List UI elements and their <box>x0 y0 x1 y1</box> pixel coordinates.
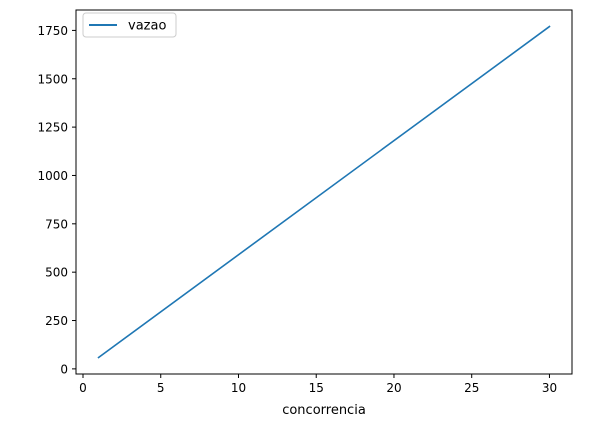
x-axis-label: concorrencia <box>282 403 366 418</box>
series-line-vazao <box>97 25 551 359</box>
y-tick-label: 750 <box>45 217 68 231</box>
x-tick-label: 5 <box>157 381 165 395</box>
plot-frame <box>75 9 573 375</box>
y-tick-label: 0 <box>60 362 68 376</box>
legend: vazao <box>82 12 177 38</box>
x-tick-label: 15 <box>309 381 324 395</box>
legend-frame <box>82 12 177 38</box>
y-tick-label: 500 <box>45 266 68 280</box>
y-axis-ticks: 0 250 500 750 1000 1250 1500 1750 <box>37 24 76 376</box>
y-tick-label: 1500 <box>37 72 68 86</box>
x-tick-label: 10 <box>231 381 246 395</box>
legend-label-vazao: vazao <box>128 19 166 34</box>
x-axis-ticks: 0 5 10 15 20 25 30 <box>79 374 557 395</box>
y-tick-label: 250 <box>45 314 68 328</box>
x-tick-label: 0 <box>79 381 87 395</box>
y-tick-label: 1750 <box>37 24 68 38</box>
x-tick-label: 30 <box>542 381 557 395</box>
y-tick-label: 1000 <box>37 169 68 183</box>
y-tick-label: 1250 <box>37 121 68 135</box>
x-tick-label: 25 <box>464 381 479 395</box>
x-tick-label: 20 <box>386 381 401 395</box>
plot-layer <box>97 25 551 359</box>
